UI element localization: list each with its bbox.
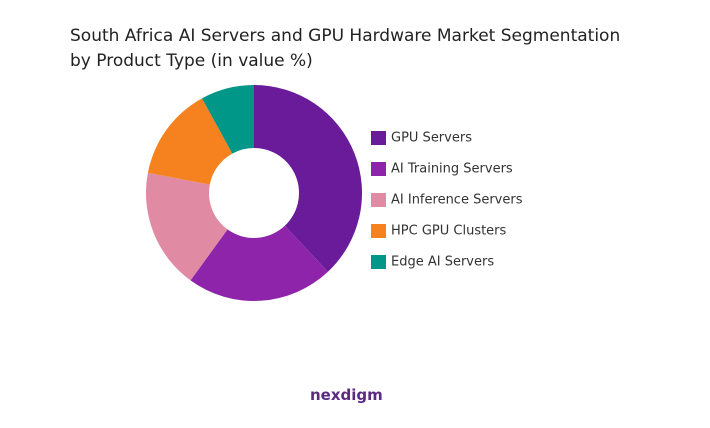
legend-label: HPC GPU Clusters — [391, 224, 507, 239]
legend-swatch — [371, 162, 386, 176]
donut-slice — [254, 85, 363, 272]
legend-swatch — [371, 193, 386, 207]
donut-slice — [147, 98, 233, 185]
legend-label: AI Training Servers — [391, 162, 513, 177]
legend-label: Edge AI Servers — [391, 255, 494, 270]
donut-slice — [190, 225, 328, 301]
legend-swatch — [371, 255, 386, 269]
chart-title: South Africa AI Servers and GPU Hardware… — [70, 26, 621, 71]
donut-slice — [146, 172, 228, 281]
donut-slice — [201, 85, 254, 154]
legend-swatch — [371, 224, 386, 238]
legend-label: AI Inference Servers — [391, 193, 523, 208]
legend-label: GPU Servers — [391, 131, 472, 146]
legend-swatch — [371, 131, 386, 145]
brand-logo: nexdigm — [310, 386, 383, 404]
